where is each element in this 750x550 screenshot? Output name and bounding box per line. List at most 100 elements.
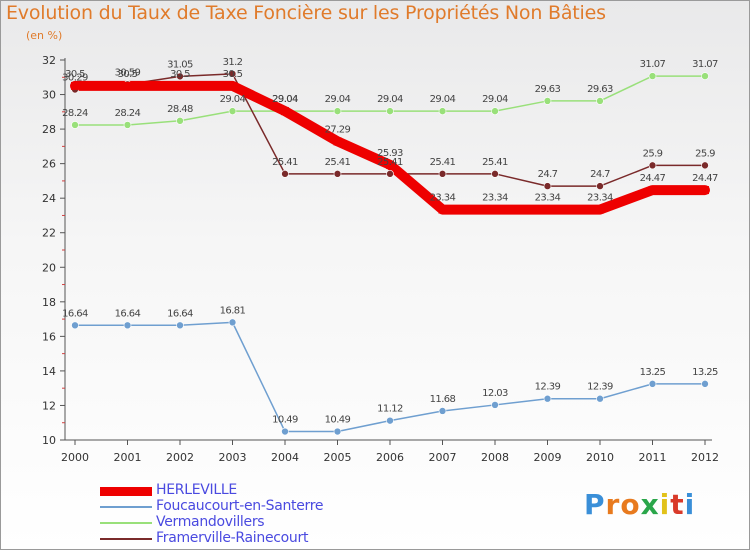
y-tick-label: 20	[42, 261, 56, 274]
data-point	[333, 107, 342, 115]
data-point	[701, 380, 709, 388]
data-point	[596, 97, 604, 105]
x-tick-label: 2007	[429, 451, 457, 464]
legend-label: Foucaucourt-en-Santerre	[156, 498, 324, 514]
data-point	[176, 72, 184, 81]
data-point	[71, 81, 79, 90]
data-point	[281, 427, 289, 436]
data-label: 31.07	[692, 59, 718, 70]
legend: HERLEVILLE Foucaucourt-en-Santerre Vermand…	[100, 482, 400, 547]
y-tick-label: 16	[42, 330, 56, 343]
y-tick-label: 26	[42, 158, 56, 171]
data-label: 30.5	[118, 69, 138, 80]
x-tick-label: 2002	[166, 451, 194, 464]
data-label: 25.9	[643, 148, 663, 159]
data-point	[176, 117, 184, 125]
legend-swatch	[100, 538, 152, 540]
data-label: 28.48	[167, 104, 193, 115]
series-points	[71, 70, 709, 436]
legend-label: HERLEVILLE	[156, 482, 237, 498]
data-label: 23.34	[430, 193, 456, 204]
data-label: 29.04	[220, 94, 246, 105]
data-point	[438, 407, 447, 415]
x-tick-label: 2011	[639, 451, 667, 464]
data-point	[386, 170, 394, 178]
data-label: 16.64	[62, 308, 88, 319]
data-label: 29.04	[430, 94, 456, 105]
data-label: 31.05	[167, 59, 193, 70]
data-label: 23.34	[482, 193, 508, 204]
y-tick-label: 24	[42, 192, 56, 205]
chart-title: Evolution du Taux de Taxe Foncière sur l…	[6, 2, 606, 24]
data-point	[438, 107, 447, 115]
data-label: 11.68	[430, 394, 456, 405]
logo-letter: i	[684, 488, 696, 521]
data-label: 12.03	[482, 388, 508, 399]
data-label: 24.7	[538, 169, 558, 180]
data-label: 23.34	[535, 193, 561, 204]
data-label: 24.7	[590, 169, 610, 180]
x-tick-label: 2003	[219, 451, 247, 464]
data-label: 13.25	[640, 367, 666, 378]
data-point	[123, 121, 132, 129]
legend-swatch	[100, 506, 152, 508]
x-tick-label: 2010	[586, 451, 614, 464]
data-point	[228, 70, 237, 78]
data-point	[491, 107, 499, 115]
logo-letter: i	[659, 488, 671, 521]
data-label: 29.04	[272, 94, 298, 105]
data-point	[386, 107, 394, 115]
data-point	[701, 161, 709, 170]
data-label: 10.49	[325, 415, 351, 426]
legend-swatch	[100, 522, 152, 524]
data-label: 25.9	[695, 148, 715, 159]
data-label: 30.29	[62, 73, 88, 84]
x-tick-label: 2012	[691, 451, 719, 464]
data-point	[281, 170, 289, 178]
series-line-1	[74, 321, 706, 433]
x-tick-label: 2005	[324, 451, 352, 464]
data-point	[281, 107, 289, 116]
data-point	[71, 121, 79, 129]
legend-label: Vermandovillers	[156, 514, 265, 530]
data-label: 12.39	[535, 382, 561, 393]
x-tick-label: 2006	[376, 451, 404, 464]
legend-item: Foucaucourt-en-Santerre	[100, 498, 400, 515]
x-tick-label: 2009	[534, 451, 562, 464]
data-point	[701, 186, 709, 195]
data-label: 30.5	[170, 69, 190, 80]
data-point	[176, 81, 184, 90]
data-point	[543, 205, 552, 214]
data-label: 31.07	[640, 59, 666, 70]
y-tick-label: 32	[42, 54, 56, 67]
data-label: 29.04	[325, 94, 351, 105]
y-tick-label: 28	[42, 123, 56, 136]
legend-label: Framerville-Rainecourt	[156, 530, 309, 546]
data-point	[648, 72, 657, 80]
data-point	[228, 318, 237, 327]
data-labels: 30.5 30.5 30.5 30.5 29.04 27.29 25.93 23.34 23.3…	[62, 57, 718, 426]
data-label: 10.49	[272, 415, 298, 426]
data-point	[386, 416, 394, 425]
data-point	[648, 380, 657, 388]
data-point	[333, 137, 342, 146]
x-tick-label: 2008	[481, 451, 509, 464]
logo-letter: x	[640, 488, 660, 521]
logo-letter: t	[670, 488, 685, 521]
axes: 10 12 14 16 18 20 22 24 26 28 30 32 2000 2001 2002 2003…	[42, 54, 719, 464]
data-label: 12.39	[587, 382, 613, 393]
data-label: 25.41	[272, 157, 298, 168]
y-tick-label: 14	[42, 365, 56, 378]
y-tick-label: 22	[42, 227, 56, 240]
data-point	[176, 321, 184, 330]
data-point	[596, 205, 604, 214]
data-point	[228, 107, 237, 115]
data-label: 29.04	[482, 94, 508, 105]
x-tick-label: 2004	[271, 451, 299, 464]
data-label: 28.24	[115, 108, 141, 119]
data-label: 11.12	[377, 404, 403, 415]
data-label: 29.04	[272, 94, 298, 105]
data-point	[491, 401, 499, 409]
